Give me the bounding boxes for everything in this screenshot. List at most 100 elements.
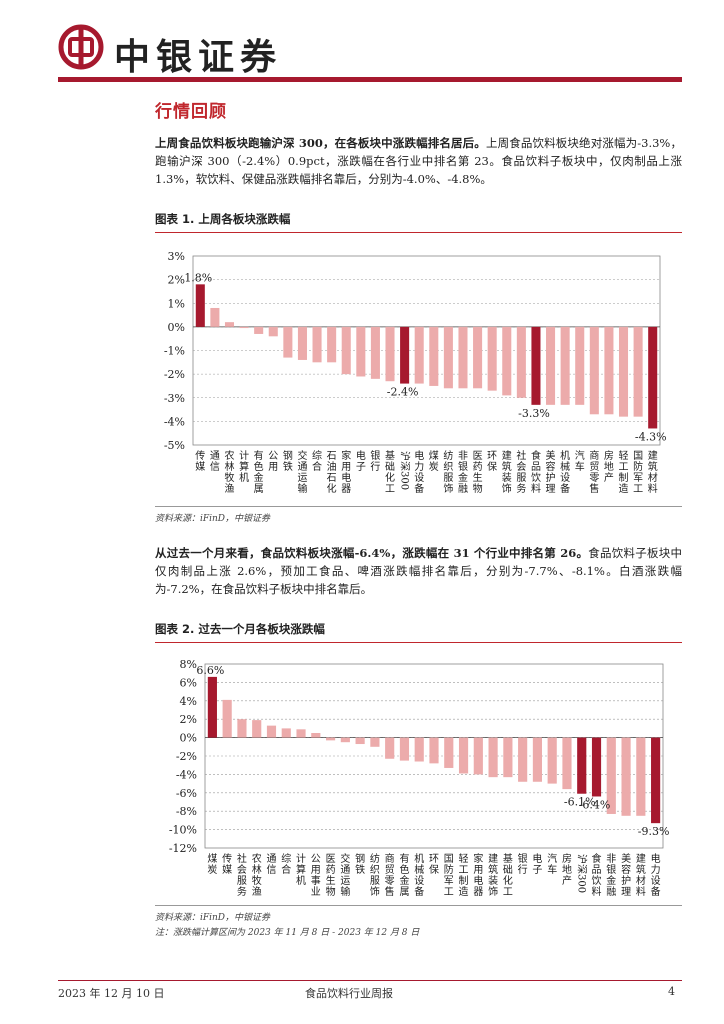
bar-综合 xyxy=(281,728,291,738)
page-header: 中银证券 xyxy=(0,0,724,90)
y-tick-label: 2% xyxy=(168,274,185,287)
x-tick-label: 农林牧渔 xyxy=(224,449,234,495)
bar-公用 xyxy=(268,326,278,337)
figure-1-top-rule xyxy=(155,232,682,233)
x-tick-label: 汽车 xyxy=(575,449,585,473)
x-tick-label: 美容护理 xyxy=(546,449,556,495)
bar-计算机 xyxy=(296,729,306,738)
bar-沪深300 xyxy=(400,326,410,384)
x-tick-label: 公用事业 xyxy=(311,854,321,898)
bar-建筑装饰 xyxy=(502,326,512,396)
bar-有色金属 xyxy=(399,737,410,761)
x-tick-label: 计算机 xyxy=(296,852,306,887)
x-tick-label: 环保 xyxy=(487,451,497,473)
chart-monthly-returns: 8% 6% 4% 2% 0% -2% -4% -6% -8% -10% -12% 煤炭传媒社会服务农林… xyxy=(169,658,670,898)
x-tick-label: 美容护理 xyxy=(621,852,631,898)
x-tick-label: 国防军工 xyxy=(444,853,454,898)
bar-商贸零售 xyxy=(385,737,395,759)
bar-社会服务 xyxy=(516,326,526,398)
footer-date: 2023 年 12 月 10 日 xyxy=(58,987,165,1000)
x-tick-label: 纺织服饰 xyxy=(443,449,453,495)
bar-环保 xyxy=(487,326,497,391)
y-tick-label: -4% xyxy=(164,415,185,428)
x-tick-label: 房地产 xyxy=(604,449,614,484)
x-tick-label: 医药生物 xyxy=(326,853,336,898)
bar-基础化工 xyxy=(385,326,395,382)
bar-建筑装饰 xyxy=(488,737,498,778)
x-tick-label: 医药生物 xyxy=(473,450,483,495)
data-label-沪深300: -2.4% xyxy=(387,386,419,399)
x-tick-label: 农林牧渔 xyxy=(252,852,262,898)
figure-1-title: 图表 1. 上周各板块涨跌幅 xyxy=(155,212,291,226)
figure-2-source: 资料来源：iFinD，中银证券 xyxy=(155,913,271,923)
bar-公用事业 xyxy=(311,733,321,738)
x-tick-label: 轻工制造 xyxy=(619,449,629,495)
bar-钢铁 xyxy=(283,326,293,358)
x-tick-label: 沪深300 xyxy=(399,451,412,490)
x-tick-label: 电子 xyxy=(356,449,366,473)
data-label-食品饮料: -6.4% xyxy=(579,798,611,811)
x-tick-label: 银行 xyxy=(370,449,380,473)
bar-传媒 xyxy=(195,284,205,327)
y-tick-label: 0% xyxy=(180,732,197,745)
x-tick-label: 计算机 xyxy=(239,449,249,484)
bar-钢铁 xyxy=(355,737,365,745)
x-tick-label: 电子 xyxy=(532,852,542,876)
bar-环保 xyxy=(429,737,439,764)
x-tick-label: 汽车 xyxy=(547,852,557,876)
footer-title: 食品饮料行业周报 xyxy=(305,987,393,1000)
bar-国防军工 xyxy=(633,326,643,417)
x-tick-label: 建筑材料 xyxy=(648,449,658,495)
bar-国防军工 xyxy=(444,737,454,768)
x-tick-label: 家用电器 xyxy=(473,852,483,898)
y-tick-label: -12% xyxy=(169,842,197,855)
x-tick-label: 沪深300 xyxy=(576,854,589,893)
bar-电力设备 xyxy=(651,737,661,824)
x-tick-label: 社会服务 xyxy=(237,852,247,898)
y-tick-label: 8% xyxy=(180,658,197,671)
x-tick-label: 通信 xyxy=(210,450,220,473)
data-label-食品饮料: -3.3% xyxy=(518,407,550,420)
bar-纺织服饰 xyxy=(370,737,380,747)
bar-食品饮料 xyxy=(591,737,602,797)
figure-1-source: 资料来源：iFinD，中银证券 xyxy=(155,514,271,524)
x-tick-label: 社会服务 xyxy=(516,449,526,495)
x-tick-label: 国防军工 xyxy=(633,450,643,495)
y-tick-label: -2% xyxy=(164,368,185,381)
chart-weekly-returns: 3% 2% 1% 0% -1% -2% -3% -4% -5% 传媒通信农林牧渔计算机有色金属公用… xyxy=(164,250,667,495)
figure-2-title: 图表 2. 过去一个月各板块涨跌幅 xyxy=(155,622,325,636)
header-rule xyxy=(58,77,682,82)
bar-美容护理 xyxy=(621,737,631,816)
paragraph-monthly-lead: 从过去一个月来看，食品饮料板块涨幅-6.4%，涨跌幅在 31 个行业中排名第 2… xyxy=(155,546,589,560)
x-tick-label: 家用电器 xyxy=(341,449,351,495)
y-tick-label: -5% xyxy=(164,439,185,452)
y-tick-label: 3% xyxy=(168,250,185,263)
bar-传媒 xyxy=(222,699,232,738)
x-tick-label: 电力设备 xyxy=(651,852,661,898)
figure-2-note: 注：涨跌幅计算区间为 2023 年 11 月 8 日 - 2023 年 12 月… xyxy=(155,928,420,938)
bar-电子 xyxy=(356,326,366,377)
bar-建筑材料 xyxy=(636,737,646,816)
bar-综合 xyxy=(312,326,322,363)
x-tick-label: 银行 xyxy=(518,852,528,876)
figure-2-top-rule xyxy=(155,642,682,643)
figure-2-bottom-rule xyxy=(155,905,682,906)
y-tick-label: 6% xyxy=(180,676,197,689)
y-tick-label: 1% xyxy=(168,297,185,310)
bar-电子 xyxy=(532,737,542,782)
x-tick-label: 煤炭 xyxy=(207,852,217,876)
bar-房地产 xyxy=(604,326,614,415)
x-tick-label: 交通运输 xyxy=(340,852,350,898)
bar-煤炭 xyxy=(429,326,439,386)
bar-机械设备 xyxy=(414,737,424,762)
bar-医药生物 xyxy=(326,737,336,741)
paragraph-monthly: 从过去一个月来看，食品饮料板块涨幅-6.4%，涨跌幅在 31 个行业中排名第 2… xyxy=(155,544,682,598)
bar-汽车 xyxy=(547,737,557,784)
x-tick-label: 商贸零售 xyxy=(589,449,599,495)
y-tick-label: 4% xyxy=(180,695,197,708)
data-label-传媒: 1.8% xyxy=(184,271,212,284)
bar-农林牧渔 xyxy=(224,322,235,327)
bar-美容护理 xyxy=(546,326,556,405)
bar-有色金属 xyxy=(254,326,264,334)
x-tick-label: 石油石化 xyxy=(327,451,337,495)
